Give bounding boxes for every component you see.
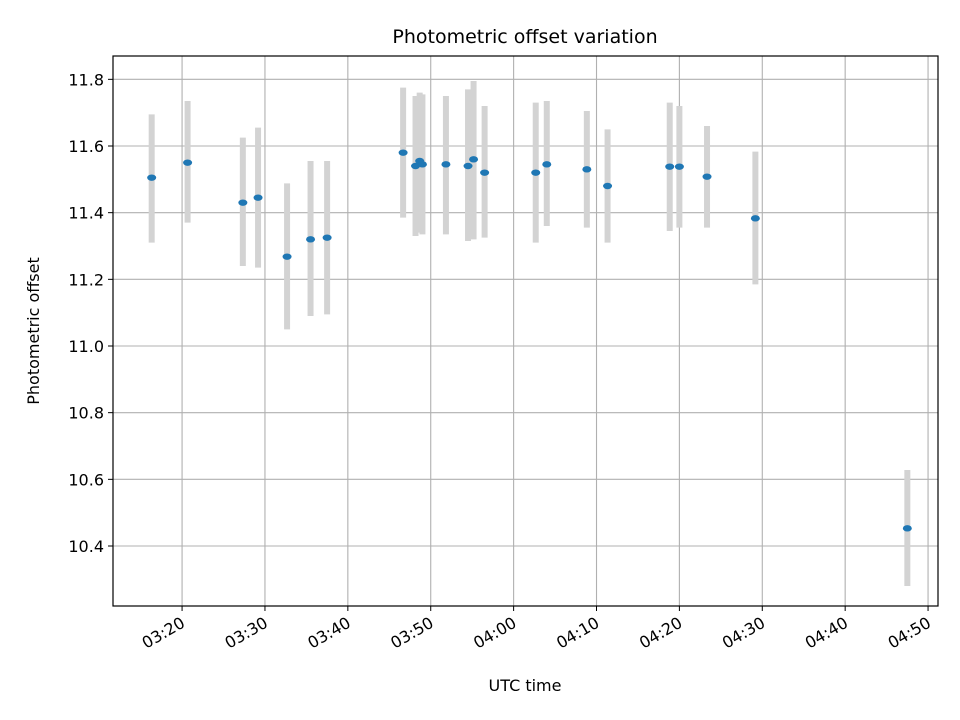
y-tick-label: 11.2	[68, 270, 104, 289]
y-tick-label: 11.8	[68, 70, 104, 89]
data-point	[411, 162, 421, 170]
data-point	[322, 234, 332, 241]
data-point	[480, 169, 490, 176]
y-axis-label: Photometric offset	[24, 257, 43, 405]
y-tick-label: 11.6	[68, 137, 104, 156]
data-point	[417, 161, 427, 168]
grid-lines	[113, 56, 938, 606]
data-point	[902, 525, 912, 532]
data-point	[750, 215, 760, 222]
data-point	[469, 156, 479, 163]
data-point	[253, 194, 263, 201]
data-point	[531, 169, 541, 176]
chart-title: Photometric offset variation	[392, 26, 657, 48]
data-point	[603, 182, 613, 190]
y-axis-ticks: 10.4 10.6 10.8 11.0 11.2 11.4 11.6 11.8	[68, 70, 113, 556]
data-point	[463, 162, 473, 170]
data-point	[238, 199, 248, 206]
data-point	[674, 163, 684, 170]
plot-frame	[112, 55, 939, 607]
data-point	[582, 166, 592, 173]
y-tick-label: 11.4	[68, 204, 104, 223]
data-points	[147, 149, 912, 532]
y-tick-label: 10.6	[68, 470, 104, 489]
data-point	[702, 173, 712, 180]
data-point	[183, 159, 193, 166]
data-point	[282, 253, 292, 260]
data-point	[542, 161, 552, 168]
data-point	[306, 236, 316, 243]
data-point	[441, 161, 451, 168]
data-point	[398, 149, 408, 156]
y-tick-label: 11.0	[68, 337, 104, 356]
y-tick-label: 10.8	[68, 404, 104, 423]
x-axis-label: UTC time	[489, 676, 562, 695]
data-point	[665, 163, 675, 170]
data-point	[147, 174, 157, 181]
y-tick-label: 10.4	[68, 537, 104, 556]
